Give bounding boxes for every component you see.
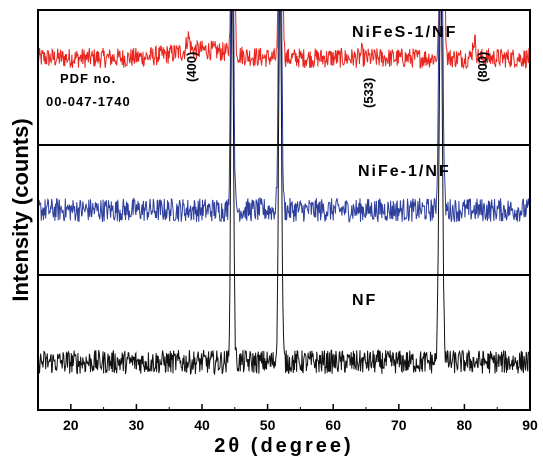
x-tick-label: 50: [260, 417, 276, 433]
x-axis-title: 2θ (degree): [214, 435, 353, 457]
peak-label-800: (800): [475, 52, 490, 82]
series-line-nf: [38, 10, 530, 376]
series-label-nife: NiFe-1/NF: [358, 163, 451, 180]
series-traces: [38, 10, 530, 376]
x-tick-label: 60: [325, 417, 341, 433]
peak-label-533: (533): [361, 78, 376, 108]
series-label-nifes: NiFeS-1/NF: [352, 24, 457, 41]
series-line-nifes-1-nf: [38, 10, 530, 70]
pdf-reference-number: 00-047-1740: [46, 94, 131, 109]
x-tick-label: 20: [63, 417, 79, 433]
series-label-nf: NF: [352, 292, 377, 309]
x-tick-label: 90: [522, 417, 538, 433]
plot-frame: [37, 9, 531, 411]
peak-label-400: (400): [184, 52, 199, 82]
x-tick-label: 80: [457, 417, 473, 433]
x-axis-ticks: 20 30 40 50 60 70 80 90: [37, 404, 538, 433]
x-tick-label: 70: [391, 417, 407, 433]
y-axis-title: Intensity (counts): [8, 118, 33, 301]
x-tick-label: 30: [129, 417, 145, 433]
x-tick-label: 40: [194, 417, 210, 433]
series-line-nife-1-nf: [38, 10, 530, 223]
pdf-reference-label: PDF no.: [60, 71, 116, 86]
